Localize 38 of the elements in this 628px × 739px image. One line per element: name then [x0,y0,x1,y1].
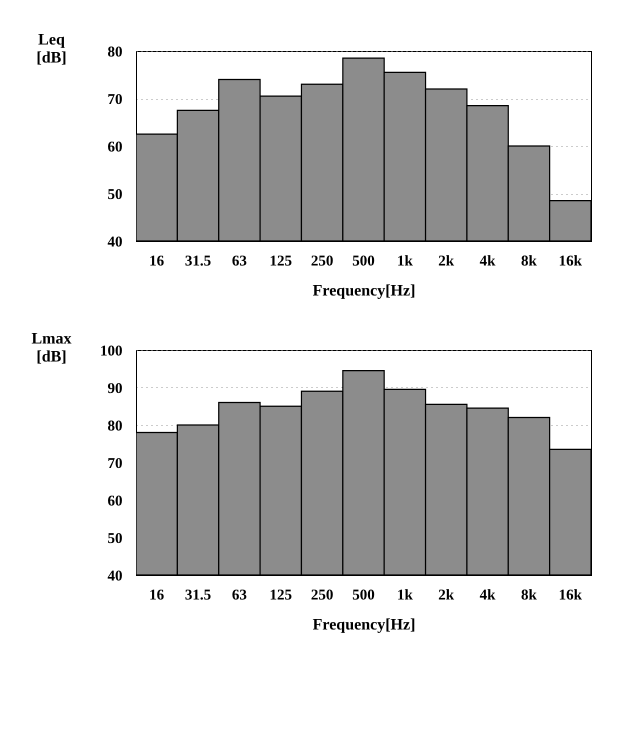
x-tick-label: 125 [270,254,292,270]
y-tick-label: 70 [108,92,122,108]
y-axis-title: Leq [dB] [36,32,67,66]
x-tick-label: 16 [149,588,165,604]
x-tick-label: 31.5 [184,588,212,604]
y-tick-label: 100 [100,344,122,360]
x-tick-label: 63 [232,588,247,604]
y-axis-title: Lmax [dB] [32,330,72,366]
x-tick-label: 4k [480,588,496,604]
x-tick-label: 1k [396,588,414,604]
x-axis-title: Frequency[Hz] [312,616,416,634]
x-tick-label: 2k [438,588,455,604]
x-tick-label: 500 [352,588,375,604]
x-tick-label: 4k [480,254,496,270]
y-tick-label: 60 [108,140,122,156]
x-tick-label: 16k [558,254,583,270]
y-tick-label: 60 [108,494,122,510]
x-tick-label: 500 [352,254,375,270]
x-tick-label: 16 [149,254,165,270]
y-tick-label: 80 [108,418,122,434]
x-tick-label: 8k [521,254,538,270]
x-tick-label: 1k [396,254,414,270]
y-tick-label: 40 [108,234,122,250]
x-axis-title: Frequency[Hz] [312,282,416,300]
x-tick-label: 16k [558,588,583,604]
x-tick-label: 63 [232,254,247,270]
x-tick-label: 8k [521,588,538,604]
y-tick-label: 50 [108,531,122,547]
y-tick-label: 70 [108,456,122,472]
x-tick-label: 250 [310,254,334,270]
y-tick-label: 50 [108,187,122,203]
y-tick-label: 90 [108,381,122,397]
x-tick-label: 125 [270,588,292,604]
x-tick-label: 250 [310,588,334,604]
y-tick-label: 80 [108,44,122,60]
x-tick-label: 31.5 [184,254,212,270]
y-tick-label: 40 [108,568,122,584]
x-tick-label: 2k [438,254,455,270]
